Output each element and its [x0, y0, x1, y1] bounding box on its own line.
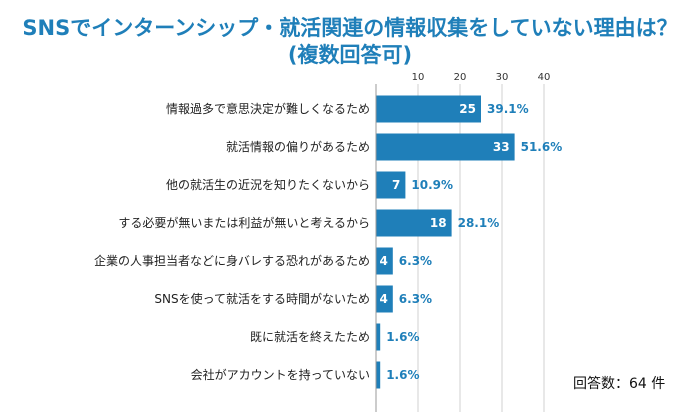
category-label: する必要が無いまたは利益が無いと考えるから: [118, 215, 370, 230]
bar-percent-label: 51.6%: [521, 140, 563, 154]
bar: [376, 323, 381, 351]
bar-percent-label: 1.6%: [386, 330, 419, 344]
bar-count-label: 1: [367, 368, 375, 382]
category-label: SNSを使って就活をする時間がないため: [154, 291, 370, 306]
bar-percent-label: 39.1%: [487, 102, 529, 116]
category-label: 会社がアカウントを持っていない: [191, 367, 370, 382]
x-tick-label: 40: [538, 72, 551, 83]
bar-percent-label: 10.9%: [411, 178, 453, 192]
category-label: 企業の人事担当者などに身バレする恐れがあるため: [94, 253, 370, 268]
chart-title-line1: SNSでインターンシップ・就活関連の情報収集をしていない理由は？: [22, 16, 678, 40]
x-tick-label: 10: [412, 72, 425, 83]
bar: [376, 133, 515, 161]
category-label: 情報過多で意思決定が難しくなるため: [166, 101, 370, 116]
bar-percent-label: 6.3%: [399, 292, 432, 306]
bar-count-label: 4: [379, 292, 387, 306]
bar-percent-label: 6.3%: [399, 254, 432, 268]
bar: [376, 171, 406, 199]
bar-count-label: 4: [379, 254, 387, 268]
x-tick-label: 20: [454, 72, 467, 83]
grid-lines: [417, 84, 545, 412]
bar-count-label: 25: [459, 102, 476, 116]
bar-percent-label: 28.1%: [458, 216, 500, 230]
bar: [376, 247, 393, 275]
chart-title-line2: (複数回答可): [287, 43, 413, 67]
x-tick-label: 30: [496, 72, 509, 83]
category-label: 既に就活を終えたため: [250, 329, 370, 344]
bar: [376, 95, 481, 123]
bar-count-label: 33: [493, 140, 510, 154]
bar: [376, 361, 381, 389]
bar-count-label: 1: [367, 330, 375, 344]
bars: 情報過多で意思決定が難しくなるため 25 39.1% 就活情報の偏りがあるため 33 51…: [94, 95, 563, 389]
bar: [376, 209, 452, 237]
bar-percent-label: 1.6%: [386, 368, 419, 382]
x-axis-ticks: 10 20 30 40: [412, 72, 551, 83]
bar-count-label: 7: [392, 178, 400, 192]
response-count-note: 回答数：64 件: [573, 376, 666, 392]
bar: [376, 285, 393, 313]
category-label: 他の就活生の近況を知りたくないから: [166, 177, 370, 192]
category-label: 就活情報の偏りがあるため: [226, 139, 370, 154]
bar-count-label: 18: [430, 216, 447, 230]
